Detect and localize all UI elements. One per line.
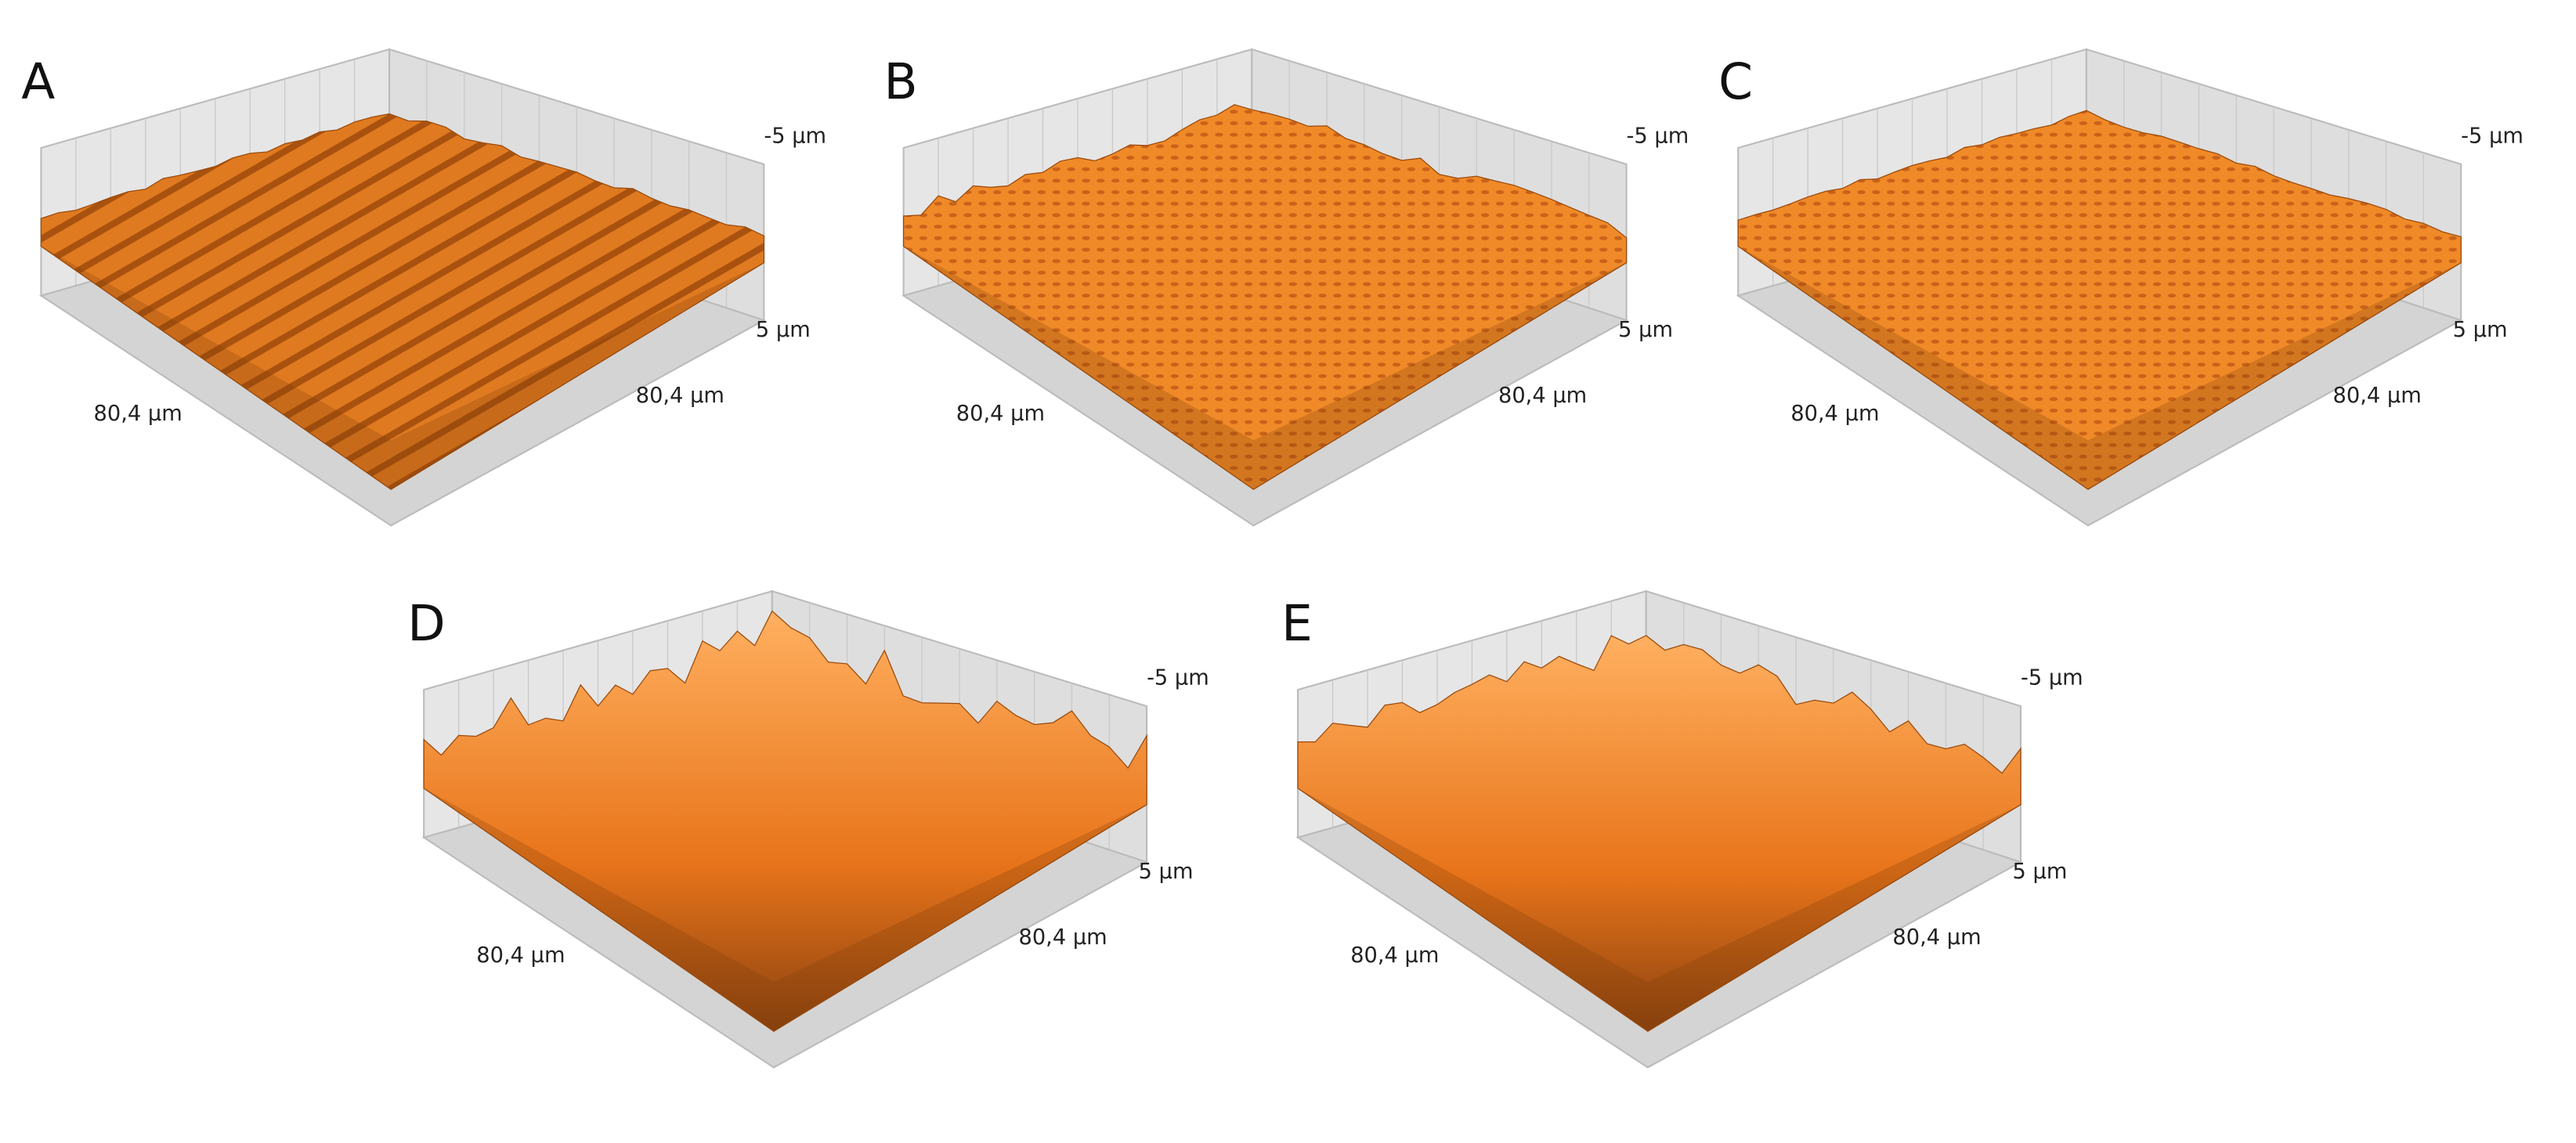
surface: [423, 610, 1147, 1033]
panel-label: A: [21, 53, 55, 110]
panel-label: B: [883, 53, 917, 110]
surface: [903, 103, 1628, 490]
panel-label: C: [1718, 53, 1753, 110]
panel: B -5 µm 5 µm 80,4 µm 80,4 µm: [883, 48, 1689, 527]
y-axis-label: 80,4 µm: [1018, 925, 1107, 950]
x-axis-label: 80,4 µm: [1790, 402, 1879, 426]
surface-shade: [424, 788, 1147, 1032]
surface-shade: [903, 246, 1627, 490]
surface-shade: [1738, 246, 2462, 490]
z-bottom-label: 5 µm: [756, 318, 811, 342]
z-top-label: -5 µm: [2461, 124, 2524, 149]
panel: E -5 µm 5 µm 80,4 µm 80,4 µm: [1281, 590, 2083, 1069]
panel-label: E: [1281, 595, 1313, 652]
panel-label: D: [407, 595, 445, 652]
z-bottom-label: 5 µm: [2013, 860, 2068, 884]
x-axis-label: 80,4 µm: [94, 402, 182, 426]
z-top-label: -5 µm: [764, 124, 826, 149]
z-bottom-label: 5 µm: [1618, 318, 1673, 342]
y-axis-label: 80,4 µm: [636, 384, 724, 408]
z-top-label: -5 µm: [2021, 666, 2083, 690]
surface: [1297, 634, 2021, 1033]
y-axis-label: 80,4 µm: [2333, 384, 2422, 408]
surface-shade: [1298, 788, 2021, 1032]
z-top-label: -5 µm: [1147, 666, 1209, 690]
panel: A -5 µm 5 µm 80,4 µm 80,4 µm: [21, 48, 826, 527]
x-axis-label: 80,4 µm: [1350, 943, 1439, 968]
z-bottom-label: 5 µm: [2453, 318, 2508, 342]
panel: C -5 µm 5 µm 80,4 µm 80,4 µm: [1718, 48, 2524, 527]
z-top-label: -5 µm: [1627, 124, 1689, 149]
surface: [1737, 110, 2462, 490]
surface: [40, 113, 765, 490]
x-axis-label: 80,4 µm: [476, 943, 565, 968]
surface-shade: [41, 246, 764, 490]
z-bottom-label: 5 µm: [1139, 860, 1194, 884]
x-axis-label: 80,4 µm: [956, 402, 1045, 426]
panel: D -5 µm 5 µm 80,4 µm 80,4 µm: [407, 590, 1209, 1069]
y-axis-label: 80,4 µm: [1498, 384, 1587, 408]
y-axis-label: 80,4 µm: [1892, 925, 1981, 950]
